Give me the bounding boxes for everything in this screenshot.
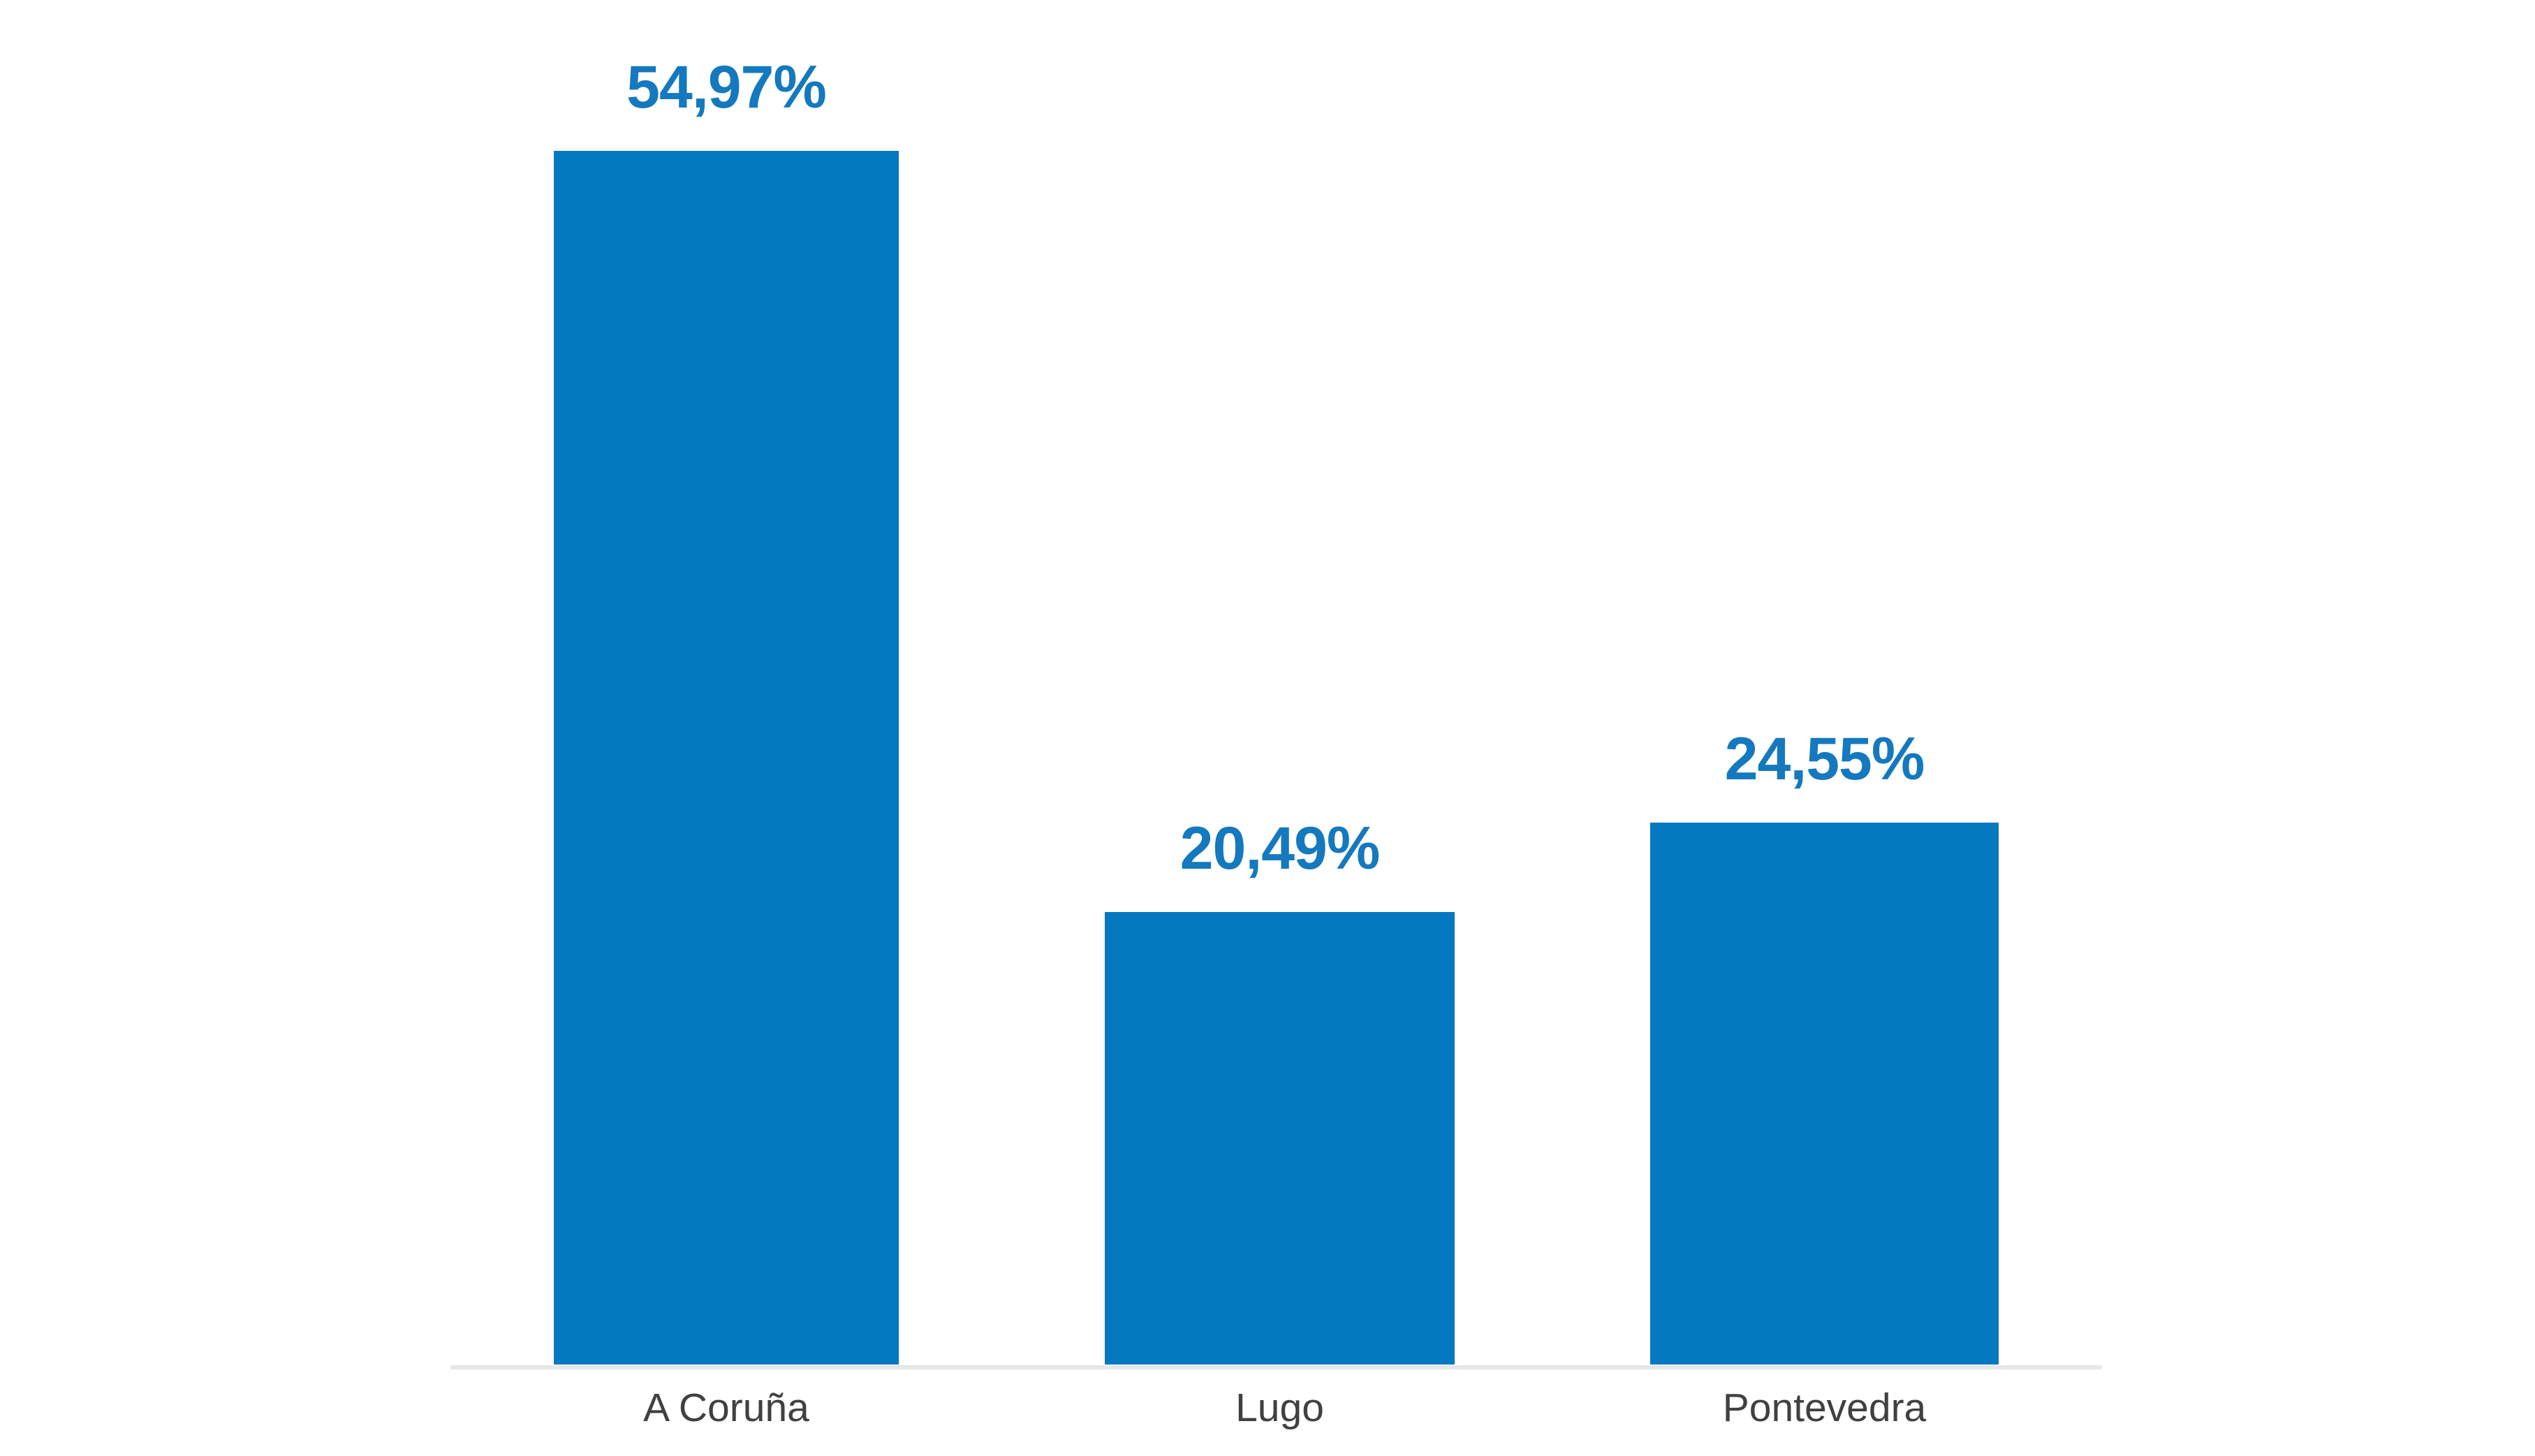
bar-pontevedra[interactable] (1650, 823, 1999, 1365)
category-label-lugo: Lugo (1235, 1385, 1324, 1430)
x-axis-line (450, 1365, 2102, 1369)
category-label-a-coruna: A Coruña (643, 1385, 809, 1430)
bar-group-a-coruna: 54,97% A Coruña (554, 0, 899, 1456)
bar-value-label: 20,49% (1180, 815, 1381, 882)
bar-value-label: 54,97% (626, 54, 827, 121)
bar-a-coruna[interactable] (554, 151, 899, 1365)
category-label-pontevedra: Pontevedra (1722, 1385, 1927, 1430)
bar-group-pontevedra: 24,55% Pontevedra (1650, 0, 1999, 1456)
bar-value-label: 24,55% (1724, 726, 1925, 793)
bar-lugo[interactable] (1105, 912, 1455, 1365)
bar-group-lugo: 20,49% Lugo (1105, 0, 1455, 1456)
